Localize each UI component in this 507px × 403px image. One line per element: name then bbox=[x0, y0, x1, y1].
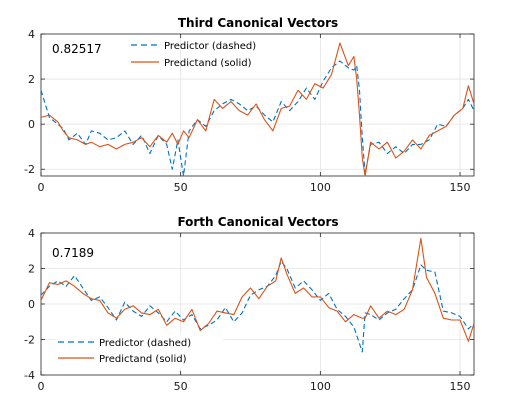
series-lines bbox=[40, 42, 475, 177]
x-tick-label: 100 bbox=[310, 181, 331, 194]
x-tick-label: 150 bbox=[450, 380, 471, 393]
y-tick-label: -2 bbox=[24, 334, 35, 347]
series-line-predictor bbox=[40, 60, 475, 177]
x-tick-label: 0 bbox=[38, 181, 45, 194]
legend: Predictor (dashed) Predictand (solid) bbox=[131, 41, 256, 69]
series-line-predictand bbox=[40, 42, 475, 177]
chart-title: Forth Canonical Vectors bbox=[177, 215, 338, 229]
y-tick-label: 2 bbox=[28, 263, 35, 276]
x-tick-label: 50 bbox=[174, 181, 188, 194]
y-tick-label: -4 bbox=[24, 369, 35, 382]
legend-label-predictand: Predictand (solid) bbox=[164, 58, 252, 69]
legend-label-predictand: Predictand (solid) bbox=[99, 354, 187, 365]
legend-label-predictor: Predictor (dashed) bbox=[99, 338, 191, 349]
legend-label-predictor: Predictor (dashed) bbox=[164, 41, 256, 52]
y-tick-label: 2 bbox=[28, 73, 35, 86]
y-tick-label: 4 bbox=[28, 28, 35, 41]
legend-background bbox=[55, 334, 223, 368]
legend: Predictor (dashed) Predictand (solid) bbox=[55, 334, 223, 368]
x-tick-label: 150 bbox=[450, 181, 471, 194]
y-tick-label: -2 bbox=[24, 163, 35, 176]
series-line-predictand bbox=[40, 237, 475, 342]
x-tick-label: 50 bbox=[174, 380, 188, 393]
x-tick-label: 0 bbox=[38, 380, 45, 393]
subplot-forth-canonical-vectors: Forth Canonical Vectors 0 50 100 150 -4 -2 0 2 4… bbox=[24, 215, 475, 393]
x-tick-label: 100 bbox=[310, 380, 331, 393]
chart-title: Third Canonical Vectors bbox=[178, 16, 338, 30]
correlation-annotation: 0.82517 bbox=[52, 42, 102, 56]
axes-box bbox=[40, 33, 475, 177]
series-lines bbox=[40, 237, 475, 353]
y-tick-label: 0 bbox=[28, 298, 35, 311]
y-tick-label: 4 bbox=[28, 227, 35, 240]
y-tick-label: 0 bbox=[28, 118, 35, 131]
grid bbox=[41, 34, 474, 176]
correlation-annotation: 0.7189 bbox=[52, 246, 94, 260]
tick-labels: 0 50 100 150 -4 -2 0 2 4 bbox=[24, 227, 474, 393]
